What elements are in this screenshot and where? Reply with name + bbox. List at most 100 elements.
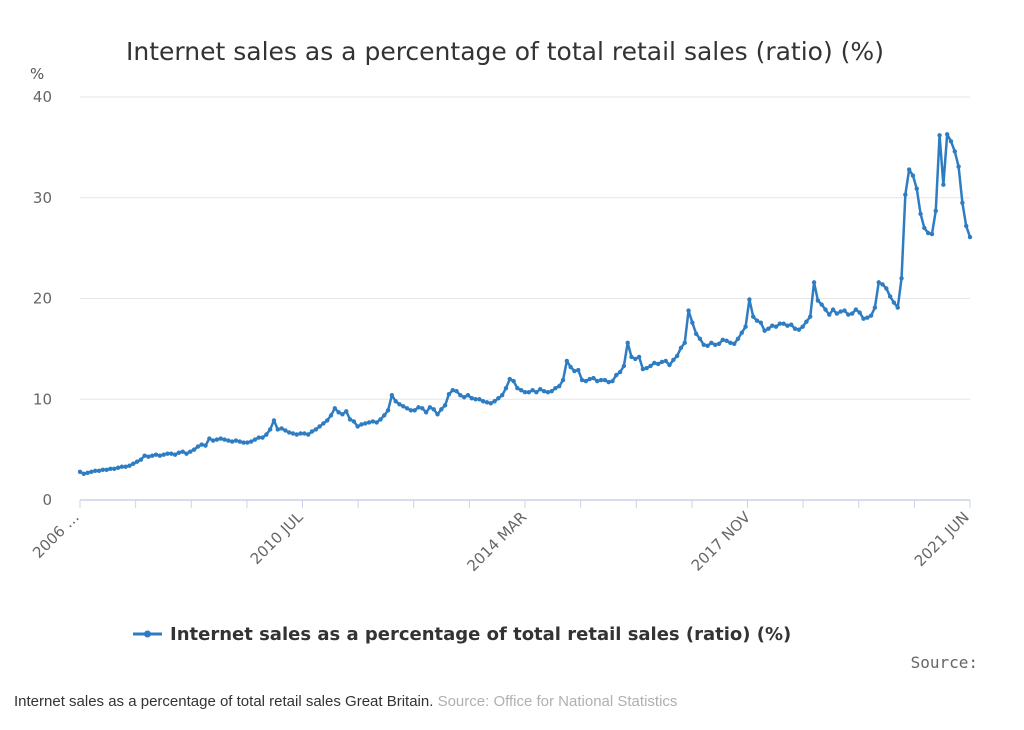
data-point[interactable] <box>382 413 387 418</box>
data-point[interactable] <box>720 337 725 343</box>
data-point[interactable] <box>157 453 163 458</box>
data-point[interactable] <box>199 442 204 447</box>
data-point[interactable] <box>374 420 379 425</box>
data-point[interactable] <box>762 328 767 333</box>
data-point[interactable] <box>195 444 201 449</box>
data-point[interactable] <box>389 393 395 398</box>
data-point[interactable] <box>701 342 706 348</box>
data-point[interactable] <box>207 436 212 441</box>
data-point[interactable] <box>203 443 208 448</box>
data-point[interactable] <box>690 320 695 325</box>
data-point[interactable] <box>267 427 273 432</box>
data-point[interactable] <box>519 387 524 393</box>
data-point[interactable] <box>568 364 573 370</box>
data-point[interactable] <box>952 149 957 154</box>
data-point[interactable] <box>598 377 604 383</box>
data-point[interactable] <box>123 464 128 469</box>
data-point[interactable] <box>465 393 471 398</box>
data-point[interactable] <box>819 302 824 307</box>
data-point[interactable] <box>142 453 147 458</box>
data-point[interactable] <box>515 385 520 391</box>
data-point[interactable] <box>887 294 893 299</box>
data-point[interactable] <box>674 353 680 359</box>
data-point[interactable] <box>385 408 391 413</box>
data-point[interactable] <box>751 314 756 319</box>
data-point[interactable] <box>731 341 737 347</box>
data-point[interactable] <box>309 429 315 434</box>
data-point[interactable] <box>724 338 729 344</box>
data-point[interactable] <box>408 408 414 413</box>
data-point[interactable] <box>697 336 703 341</box>
data-point[interactable] <box>811 280 817 285</box>
data-point[interactable] <box>461 395 467 400</box>
data-point[interactable] <box>777 321 783 326</box>
data-point[interactable] <box>435 412 440 417</box>
data-point[interactable] <box>967 234 973 240</box>
data-point[interactable] <box>96 468 102 473</box>
data-point[interactable] <box>640 366 646 372</box>
data-point[interactable] <box>325 418 330 423</box>
data-point[interactable] <box>351 419 357 424</box>
data-point[interactable] <box>929 231 935 237</box>
data-point[interactable] <box>81 471 87 477</box>
data-point[interactable] <box>903 192 908 197</box>
data-point[interactable] <box>271 418 277 423</box>
data-point[interactable] <box>770 323 775 328</box>
data-point[interactable] <box>355 424 360 429</box>
data-point[interactable] <box>446 392 452 397</box>
data-point[interactable] <box>766 326 771 331</box>
data-point[interactable] <box>317 424 322 429</box>
data-point[interactable] <box>865 315 870 320</box>
data-point[interactable] <box>895 305 900 310</box>
data-point[interactable] <box>922 225 927 231</box>
data-point[interactable] <box>503 385 509 391</box>
data-point[interactable] <box>709 340 714 346</box>
data-point[interactable] <box>450 387 455 393</box>
data-point[interactable] <box>340 412 345 417</box>
data-point[interactable] <box>526 390 531 395</box>
data-point[interactable] <box>538 386 543 392</box>
data-point[interactable] <box>131 461 136 466</box>
data-point[interactable] <box>633 356 638 362</box>
data-point[interactable] <box>229 439 235 444</box>
data-point[interactable] <box>914 186 919 191</box>
data-point[interactable] <box>237 439 242 444</box>
data-point[interactable] <box>469 396 474 401</box>
data-point[interactable] <box>576 367 581 373</box>
data-point[interactable] <box>184 451 189 456</box>
data-point[interactable] <box>344 409 349 414</box>
data-point[interactable] <box>146 454 151 459</box>
data-point[interactable] <box>876 280 881 285</box>
data-point[interactable] <box>412 408 417 413</box>
data-point[interactable] <box>416 405 421 410</box>
data-point[interactable] <box>781 321 786 326</box>
data-point[interactable] <box>420 406 425 411</box>
data-point[interactable] <box>401 404 406 409</box>
data-point[interactable] <box>473 397 478 402</box>
data-point[interactable] <box>557 383 562 389</box>
data-point[interactable] <box>89 469 94 474</box>
data-point[interactable] <box>404 406 410 411</box>
data-point[interactable] <box>846 312 851 317</box>
data-point[interactable] <box>648 363 653 369</box>
data-point[interactable] <box>214 437 220 442</box>
data-point[interactable] <box>541 388 547 394</box>
data-point[interactable] <box>804 319 809 324</box>
data-point[interactable] <box>264 432 269 437</box>
data-point[interactable] <box>172 452 178 457</box>
data-point[interactable] <box>796 327 802 332</box>
data-point[interactable] <box>488 401 493 406</box>
data-point[interactable] <box>606 379 611 385</box>
data-point[interactable] <box>621 363 627 369</box>
data-point[interactable] <box>134 459 140 464</box>
data-point[interactable] <box>260 435 265 440</box>
data-point[interactable] <box>857 310 862 315</box>
data-point[interactable] <box>85 470 90 475</box>
data-point[interactable] <box>678 345 684 351</box>
data-point[interactable] <box>108 466 113 471</box>
data-point[interactable] <box>937 133 942 138</box>
data-point[interactable] <box>279 426 284 431</box>
data-point[interactable] <box>572 368 577 374</box>
data-point[interactable] <box>964 223 969 229</box>
data-point[interactable] <box>933 208 938 214</box>
